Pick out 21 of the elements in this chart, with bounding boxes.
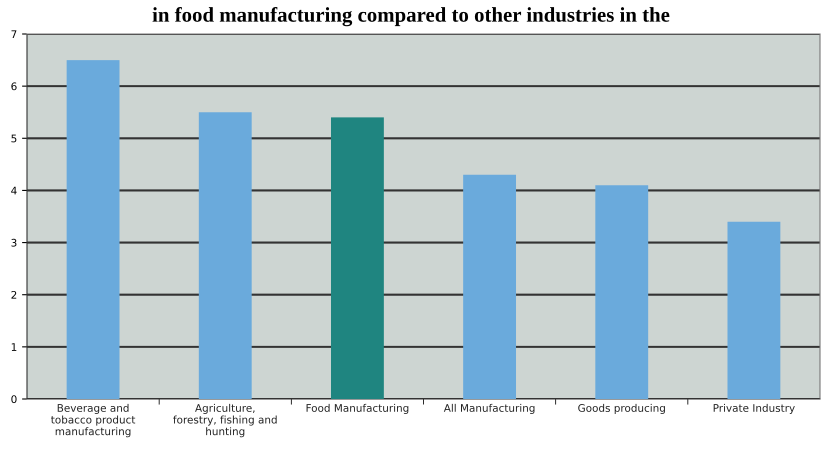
x-tick-label: Agriculture, forestry, fishing and hunting — [173, 404, 277, 438]
y-tick-label: 5 — [11, 134, 16, 142]
y-tick-label: 1 — [12, 343, 16, 351]
chart-title: in food manufacturing compared to other industries in the — [152, 6, 670, 26]
y-tick-label: 7 — [12, 30, 16, 38]
y-tick-label: 0 — [11, 395, 17, 404]
y-tick-label: 4 — [11, 186, 17, 194]
x-tick-label: All Manufacturing — [444, 404, 534, 414]
y-tick-label: 2 — [11, 290, 16, 299]
x-tick-label: Beverage and tobacco product manufacturing — [51, 404, 136, 438]
bar — [66, 60, 120, 399]
bar — [463, 174, 516, 399]
bar — [727, 222, 780, 399]
y-tick-label: 6 — [11, 82, 17, 90]
x-tick-label: Private Industry — [714, 404, 795, 414]
x-tick-label: Goods producing — [578, 404, 665, 414]
x-tick-label: Food Manufacturing — [306, 404, 408, 414]
bar — [330, 117, 384, 399]
bar — [198, 112, 252, 399]
bar — [595, 185, 648, 399]
y-tick-label: 3 — [11, 238, 16, 247]
